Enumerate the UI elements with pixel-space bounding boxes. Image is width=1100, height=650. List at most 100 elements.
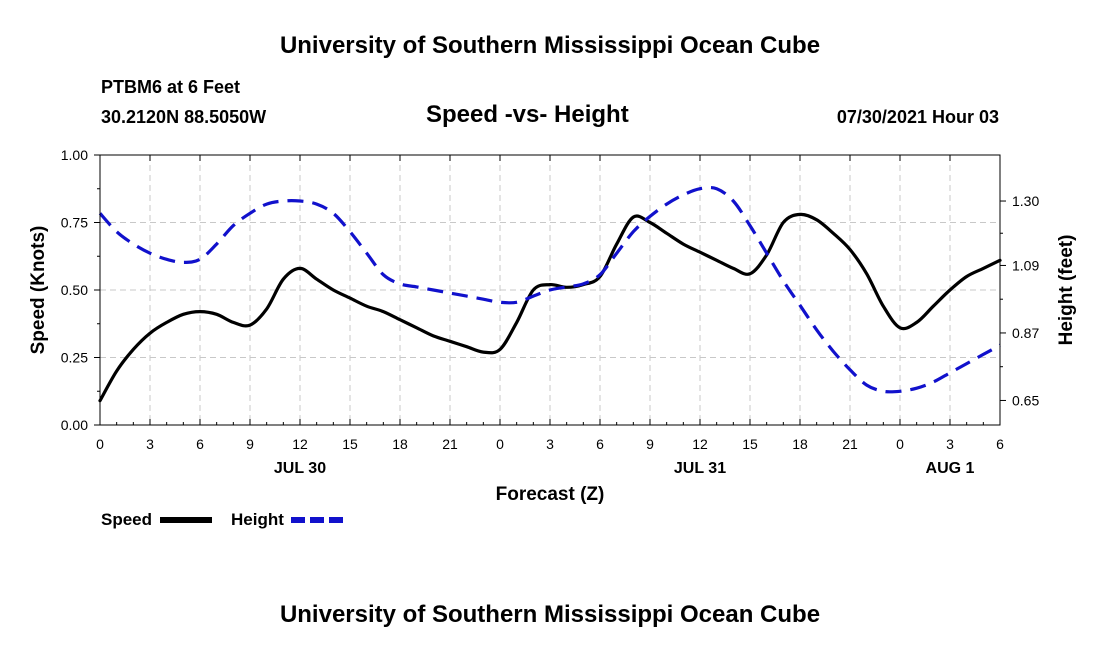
speed-data-point xyxy=(499,348,501,350)
height-data-point xyxy=(732,200,734,202)
height-series-line xyxy=(98,185,1001,394)
height-data-point xyxy=(315,203,317,205)
timestamp-label: 07/30/2021 Hour 03 xyxy=(836,107,999,127)
height-data-point xyxy=(882,390,884,392)
height-data-point xyxy=(149,252,151,254)
y-tick-label: 0.75 xyxy=(61,215,88,231)
height-data-point xyxy=(549,289,551,291)
speed-data-point xyxy=(382,310,384,312)
y-axis-label: Speed (Knots) xyxy=(28,226,49,355)
x-tick-label: 3 xyxy=(146,436,154,452)
x-tick-label: 9 xyxy=(646,436,654,452)
height-data-point xyxy=(899,390,901,392)
height-data-point xyxy=(765,252,767,254)
y-tick-label: 0.50 xyxy=(61,282,88,298)
speed-data-point xyxy=(465,346,467,348)
speed-data-point xyxy=(682,243,684,245)
height-data-point xyxy=(949,372,951,374)
speed-data-point xyxy=(432,335,434,337)
y-tick-label: 0.00 xyxy=(61,417,88,433)
coordinates-label: 30.2120N 88.5050W xyxy=(101,107,267,127)
speed-data-point xyxy=(749,273,751,275)
speed-data-point xyxy=(832,232,834,234)
height-data-point xyxy=(449,292,451,294)
speed-data-point xyxy=(482,351,484,353)
speed-data-point xyxy=(299,267,301,269)
height-data-point xyxy=(649,215,651,217)
y-tick-label: 1.00 xyxy=(61,147,88,163)
height-data-point xyxy=(932,381,934,383)
height-data-point xyxy=(615,252,617,254)
speed-data-point xyxy=(415,327,417,329)
speed-data-point xyxy=(699,251,701,253)
height-data-point xyxy=(749,224,751,226)
x-tick-label: 12 xyxy=(692,436,708,452)
x-tick-label: 6 xyxy=(996,436,1004,452)
height-data-point xyxy=(849,369,851,371)
x-tick-label: 15 xyxy=(742,436,758,452)
height-data-point xyxy=(299,200,301,202)
x-tick-label: 0 xyxy=(896,436,904,452)
height-data-point xyxy=(415,286,417,288)
y2-tick-label: 1.30 xyxy=(1012,193,1039,209)
speed-data-point xyxy=(865,273,867,275)
speed-data-point xyxy=(399,319,401,321)
speed-series-line xyxy=(98,212,1002,403)
speed-data-point xyxy=(915,321,917,323)
legend: Speed Height xyxy=(101,510,343,529)
speed-data-point xyxy=(549,283,551,285)
speed-data-point xyxy=(615,243,617,245)
height-data-point xyxy=(982,353,984,355)
date-label: JUL 30 xyxy=(274,460,326,477)
speed-data-point xyxy=(815,219,817,221)
speed-data-point xyxy=(649,221,651,223)
speed-data-point xyxy=(715,259,717,261)
speed-data-point xyxy=(632,216,634,218)
speed-data-point xyxy=(932,305,934,307)
height-data-point xyxy=(532,295,534,297)
x-tick-label: 21 xyxy=(842,436,858,452)
speed-data-point xyxy=(982,267,984,269)
speed-data-point xyxy=(849,248,851,250)
speed-data-point xyxy=(282,278,284,280)
x-tick-label: 3 xyxy=(946,436,954,452)
x-tick-label: 0 xyxy=(96,436,104,452)
x-tick-label: 3 xyxy=(546,436,554,452)
y2-axis-label: Height (feet) xyxy=(1056,235,1077,346)
chart-title: Speed -vs- Height xyxy=(426,101,629,128)
y2-tick-label: 0.65 xyxy=(1012,392,1039,408)
speed-data-point xyxy=(965,275,967,277)
height-data-point xyxy=(382,273,384,275)
height-data-point xyxy=(282,200,284,202)
speed-data-point xyxy=(199,310,201,312)
height-data-point xyxy=(199,258,201,260)
speed-data-point xyxy=(882,305,884,307)
height-data-point xyxy=(699,188,701,190)
x-tick-label: 6 xyxy=(196,436,204,452)
series-layer xyxy=(98,185,1002,403)
speed-data-point xyxy=(515,321,517,323)
x-tick-label: 6 xyxy=(596,436,604,452)
height-data-point xyxy=(565,286,567,288)
speed-data-point xyxy=(732,267,734,269)
speed-data-point xyxy=(249,324,251,326)
date-label: AUG 1 xyxy=(926,460,975,477)
height-data-point xyxy=(832,350,834,352)
bottom-title: University of Southern Mississippi Ocean… xyxy=(279,601,821,628)
height-data-point xyxy=(582,283,584,285)
height-data-point xyxy=(115,231,117,233)
height-data-point xyxy=(682,194,684,196)
height-data-point xyxy=(432,289,434,291)
speed-data-point xyxy=(115,370,117,372)
height-data-point xyxy=(665,203,667,205)
height-data-point xyxy=(249,212,251,214)
x-tick-label: 9 xyxy=(246,436,254,452)
speed-data-point xyxy=(349,297,351,299)
x-tick-label: 18 xyxy=(392,436,408,452)
y-tick-label: 0.25 xyxy=(61,350,88,366)
top-title: University of Southern Mississippi Ocean… xyxy=(279,32,821,59)
height-data-point xyxy=(632,231,634,233)
speed-data-point xyxy=(232,321,234,323)
height-data-point xyxy=(815,329,817,331)
speed-data-point xyxy=(315,278,317,280)
